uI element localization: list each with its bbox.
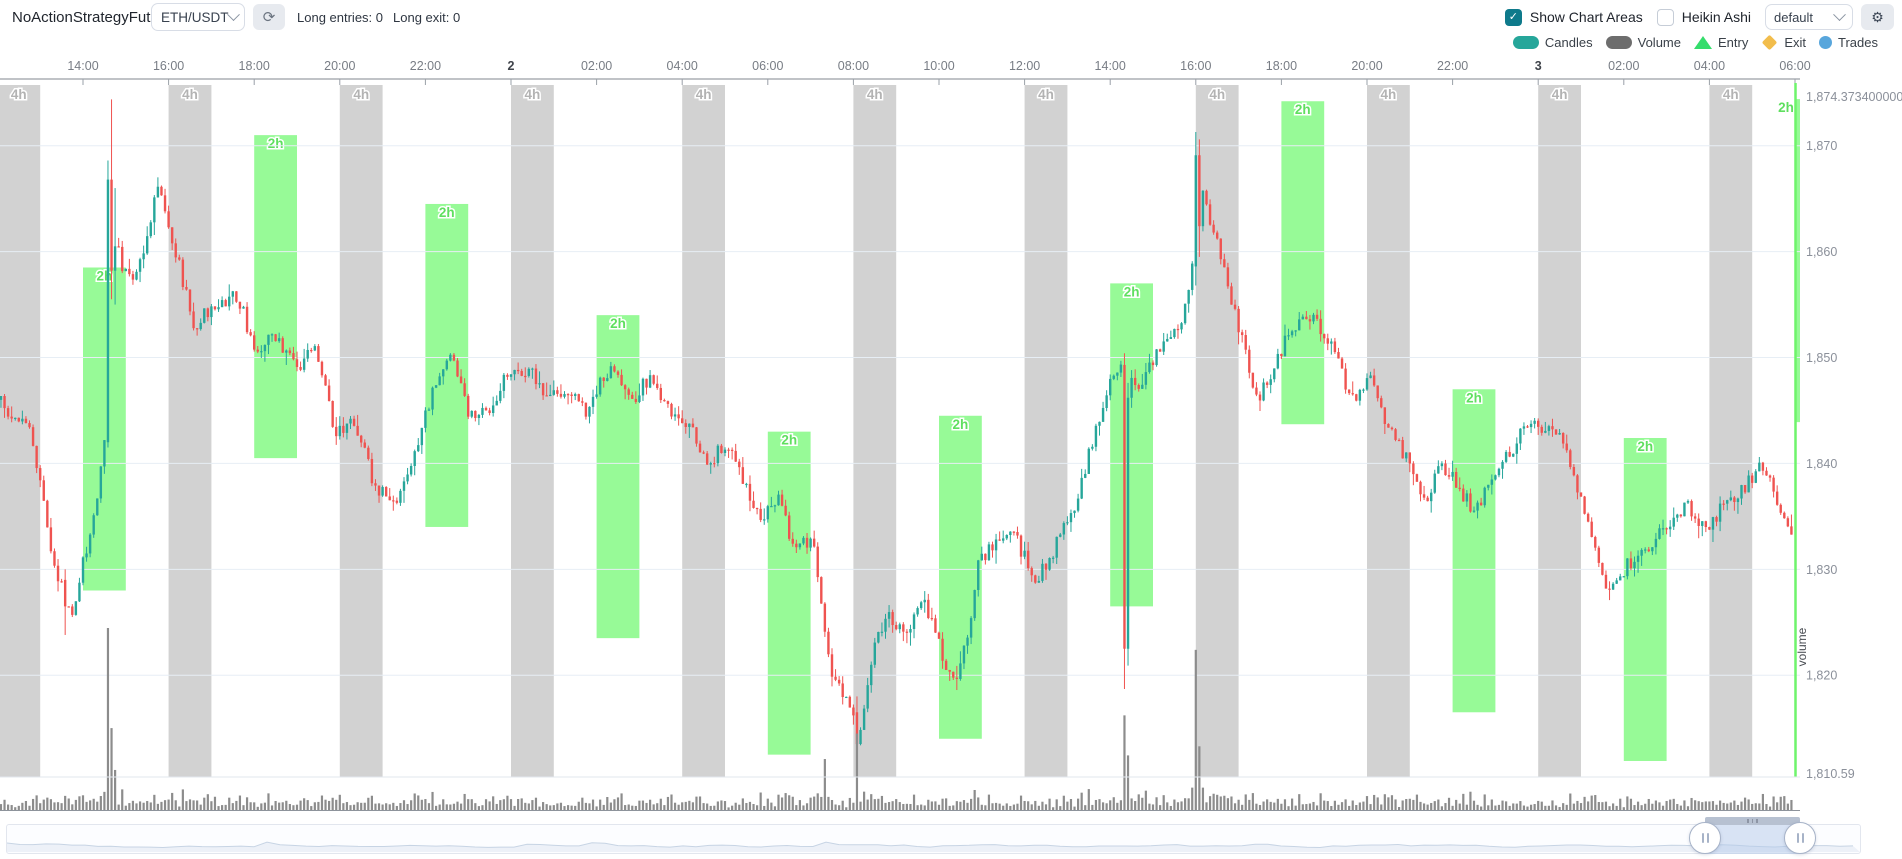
svg-text:2h: 2h bbox=[268, 136, 284, 151]
legend-label: Candles bbox=[1544, 34, 1593, 50]
svg-text:08:00: 08:00 bbox=[838, 59, 869, 73]
svg-text:4h: 4h bbox=[525, 87, 541, 102]
svg-text:02:00: 02:00 bbox=[1608, 59, 1639, 73]
svg-text:12:00: 12:00 bbox=[1009, 59, 1040, 73]
datazoom-slider[interactable] bbox=[6, 816, 1863, 859]
svg-text:18:00: 18:00 bbox=[239, 59, 270, 73]
svg-text:2h: 2h bbox=[97, 268, 113, 283]
datazoom-right-handle[interactable] bbox=[1784, 822, 1816, 854]
svg-text:2h: 2h bbox=[781, 433, 797, 448]
strategy-timeframe-title: NoActionStrategyFut | 5m bbox=[12, 9, 184, 26]
legend-label: Volume bbox=[1637, 34, 1681, 50]
svg-text:4h: 4h bbox=[1381, 87, 1397, 102]
svg-text:4h: 4h bbox=[1552, 87, 1568, 102]
svg-text:06:00: 06:00 bbox=[752, 59, 783, 73]
svg-text:18:00: 18:00 bbox=[1266, 59, 1297, 73]
svg-text:20:00: 20:00 bbox=[324, 59, 355, 73]
chart-legend: Candles Volume Entry Exit Trades bbox=[1512, 32, 1878, 52]
svg-text:16:00: 16:00 bbox=[1180, 59, 1211, 73]
svg-text:04:00: 04:00 bbox=[1694, 59, 1725, 73]
legend-item-exit[interactable]: Exit bbox=[1761, 34, 1807, 50]
svg-text:22:00: 22:00 bbox=[1437, 59, 1468, 73]
chart-toolbar: NoActionStrategyFut | 5m ETH/USDT ⟳ Long… bbox=[0, 0, 1902, 32]
plot-config-value: default bbox=[1774, 9, 1814, 25]
svg-text:2h: 2h bbox=[1295, 102, 1311, 117]
candles-swatch-icon bbox=[1512, 35, 1539, 49]
svg-text:1,820: 1,820 bbox=[1806, 669, 1837, 683]
legend-label: Trades bbox=[1838, 34, 1878, 50]
svg-text:2h: 2h bbox=[1124, 284, 1140, 299]
chevron-down-icon bbox=[226, 7, 240, 21]
svg-text:1,830: 1,830 bbox=[1806, 563, 1837, 577]
svg-text:4h: 4h bbox=[1038, 87, 1054, 102]
svg-text:2h: 2h bbox=[1637, 439, 1653, 454]
candlestick-chart[interactable]: 4h 4h 4h 4h 4h 4h 4h 4h 4h 4h 4h 2h 2h 2h 2h 2h 2h 2h 2h 2h… bbox=[0, 55, 1902, 815]
svg-text:04:00: 04:00 bbox=[667, 59, 698, 73]
long-entries-count: Long entries: 0 bbox=[297, 10, 384, 25]
svg-text:1,874.373400000: 1,874.373400000 bbox=[1806, 90, 1902, 104]
chart-options: ✓ Show Chart Areas Heikin Ashi default ⚙ bbox=[1504, 3, 1894, 31]
pair-select[interactable]: ETH/USDT bbox=[151, 3, 245, 31]
svg-text:2h: 2h bbox=[439, 205, 455, 220]
svg-text:1,870: 1,870 bbox=[1806, 139, 1837, 153]
svg-text:4h: 4h bbox=[11, 87, 27, 102]
svg-text:16:00: 16:00 bbox=[153, 59, 184, 73]
gear-icon: ⚙ bbox=[1871, 8, 1884, 25]
svg-text:06:00: 06:00 bbox=[1779, 59, 1810, 73]
svg-text:4h: 4h bbox=[182, 87, 198, 102]
legend-item-candles[interactable]: Candles bbox=[1512, 34, 1593, 50]
datazoom-move-handle[interactable] bbox=[1705, 817, 1800, 825]
legend-item-volume[interactable]: Volume bbox=[1605, 34, 1681, 50]
long-exit-count: Long exit: 0 bbox=[393, 10, 461, 25]
legend-label: Entry bbox=[1718, 34, 1749, 50]
svg-text:volume: volume bbox=[1795, 627, 1809, 666]
chevron-down-icon bbox=[1833, 7, 1846, 21]
legend-item-entry[interactable]: Entry bbox=[1694, 35, 1748, 50]
svg-text:14:00: 14:00 bbox=[1095, 59, 1126, 73]
svg-text:20:00: 20:00 bbox=[1351, 59, 1382, 73]
plot-settings-button[interactable]: ⚙ bbox=[1861, 4, 1894, 30]
heikin-ashi-label: Heikin Ashi bbox=[1681, 9, 1751, 25]
heikin-ashi-checkbox[interactable] bbox=[1656, 8, 1674, 26]
svg-text:14:00: 14:00 bbox=[67, 59, 98, 73]
pair-select-value: ETH/USDT bbox=[161, 9, 229, 25]
svg-text:4h: 4h bbox=[1723, 87, 1739, 102]
svg-text:2: 2 bbox=[508, 59, 515, 73]
trades-swatch-icon bbox=[1819, 35, 1833, 49]
svg-text:4h: 4h bbox=[1209, 87, 1225, 102]
svg-text:22:00: 22:00 bbox=[410, 59, 441, 73]
show-chart-areas-checkbox[interactable]: ✓ bbox=[1504, 8, 1522, 26]
datazoom-left-handle[interactable] bbox=[1689, 822, 1721, 854]
svg-text:4h: 4h bbox=[696, 87, 712, 102]
svg-text:2h: 2h bbox=[953, 417, 969, 432]
svg-text:1,850: 1,850 bbox=[1806, 351, 1837, 365]
volume-swatch-icon bbox=[1605, 35, 1632, 49]
show-chart-areas-label: Show Chart Areas bbox=[1529, 9, 1643, 25]
svg-text:2h: 2h bbox=[610, 316, 626, 331]
legend-item-trades[interactable]: Trades bbox=[1819, 35, 1878, 50]
svg-text:1,860: 1,860 bbox=[1806, 245, 1837, 259]
entry-swatch-icon bbox=[1694, 35, 1712, 49]
svg-text:3: 3 bbox=[1535, 59, 1542, 73]
refresh-button[interactable]: ⟳ bbox=[253, 4, 285, 30]
datazoom-data-shadow bbox=[7, 841, 1860, 852]
svg-text:1,840: 1,840 bbox=[1806, 457, 1837, 471]
legend-label: Exit bbox=[1784, 34, 1807, 50]
svg-text:2h: 2h bbox=[1778, 100, 1794, 115]
svg-text:1,810.59: 1,810.59 bbox=[1806, 767, 1855, 781]
trade-stats: Long entries: 0 Long exit: 0 bbox=[297, 10, 470, 25]
check-icon: ✓ bbox=[1508, 10, 1518, 23]
svg-text:2h: 2h bbox=[1466, 390, 1482, 405]
svg-text:10:00: 10:00 bbox=[923, 59, 954, 73]
datazoom-track[interactable] bbox=[6, 824, 1861, 854]
plot-config-select[interactable]: default bbox=[1765, 4, 1853, 30]
refresh-icon: ⟳ bbox=[262, 9, 276, 26]
svg-text:4h: 4h bbox=[353, 87, 369, 102]
svg-text:02:00: 02:00 bbox=[581, 59, 612, 73]
exit-swatch-icon bbox=[1762, 34, 1778, 50]
svg-text:4h: 4h bbox=[867, 87, 883, 102]
